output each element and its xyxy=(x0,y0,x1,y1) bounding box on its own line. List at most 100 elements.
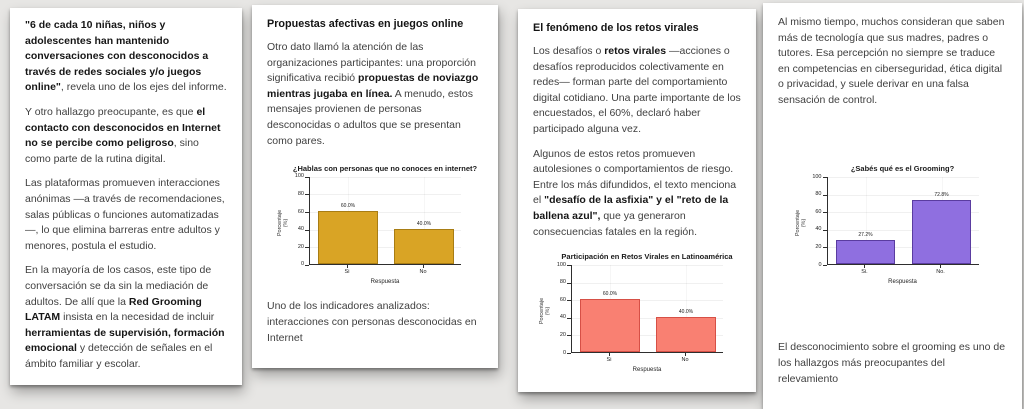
text-segment: —acciones o desafíos reproducidos colect… xyxy=(533,45,741,135)
bar-no xyxy=(656,316,716,352)
x-tick-mark xyxy=(940,265,941,269)
gridline-h xyxy=(572,265,723,266)
y-tick-mark xyxy=(822,265,827,267)
gridline-h xyxy=(827,177,979,179)
chart-container: ¿Hablas con personas que no conoces en i… xyxy=(267,164,483,292)
paragraph: Al mismo tiempo, muchos consideran que s… xyxy=(778,15,1007,109)
bar-value-label: 60.0% xyxy=(340,203,356,210)
x-tick-mark xyxy=(608,353,610,356)
text-segment: y detección de señales en el ámbito fami… xyxy=(25,342,213,370)
x-tick-label: Si. xyxy=(861,269,868,276)
y-tick-label: 80 xyxy=(815,191,822,198)
y-tick-label: 0 xyxy=(818,261,822,268)
text-segment: insista en la necesidad de incluir xyxy=(60,311,215,324)
y-tick-mark xyxy=(567,317,571,319)
text-segment: , revela uno de los ejes del informe. xyxy=(60,81,227,94)
y-tick-mark xyxy=(305,212,309,214)
y-tick-mark xyxy=(567,282,571,284)
gridline-v xyxy=(865,177,867,266)
panel-percepcion-grooming: Al mismo tiempo, muchos consideran que s… xyxy=(763,3,1022,409)
gridline-h xyxy=(572,300,723,302)
gridline-h xyxy=(827,212,979,214)
x-tick-mark xyxy=(422,264,424,268)
chart-caption: Uno de los indicadores analizados: inter… xyxy=(267,299,477,344)
gridline-h xyxy=(827,247,979,249)
paragraph: Los desafíos o retos virales —acciones o… xyxy=(533,44,741,138)
x-tick-label: Si xyxy=(606,357,612,363)
y-tick-mark xyxy=(567,300,571,302)
bar-chart-sabes-grooming: ¿Sabés qué es el Grooming? Porcentaje (%)… xyxy=(795,164,989,292)
x-tick-label: Si xyxy=(344,268,350,275)
chart-caption: El desconocimiento sobre el grooming es … xyxy=(778,340,1006,385)
gridline-h xyxy=(827,229,979,231)
chart-title: ¿Sabés qué es el Grooming? xyxy=(850,164,955,174)
gridline-h xyxy=(572,335,723,337)
x-tick-label: No xyxy=(419,268,427,275)
panel-propuestas-afectivas: Propuestas afectivas en juegos online Ot… xyxy=(252,5,498,368)
y-tick-mark xyxy=(822,247,827,249)
bar-si xyxy=(835,240,896,265)
y-tick-mark xyxy=(567,335,571,337)
gridline-h xyxy=(310,247,461,249)
bar-no xyxy=(911,199,972,265)
panel-heading: El fenómeno de los retos virales xyxy=(533,22,699,34)
text-segment: A menudo, estos mensajes provienen de pe… xyxy=(267,87,474,147)
y-tick-label: 60 xyxy=(815,208,822,215)
x-axis-label: Respuesta xyxy=(888,279,917,286)
x-axis-label: Respuesta xyxy=(370,278,400,285)
y-tick-mark xyxy=(305,194,309,196)
gridline-h xyxy=(572,282,723,284)
bar-si xyxy=(318,211,378,264)
bar-value-label: 72.8% xyxy=(934,191,949,198)
text-segment: , sino como parte de la rutina digital. xyxy=(25,137,199,165)
y-tick-mark xyxy=(305,264,309,266)
bold-text-segment: Red Grooming LATAM xyxy=(25,295,202,324)
y-tick-label: 0 xyxy=(300,261,304,268)
paragraph: Las plataformas promueven interacciones … xyxy=(25,176,227,254)
x-axis-label: Respuesta xyxy=(632,367,662,373)
text-segment: En la mayoría de los casos, este tipo de… xyxy=(25,264,212,308)
chart-title: ¿Hablas con personas que no conoces en i… xyxy=(292,163,478,173)
bar-value-label: 40.0% xyxy=(678,308,694,315)
y-tick-mark xyxy=(567,353,571,354)
gridline-v xyxy=(424,176,425,265)
bar-chart-hablas-desconocidos: ¿Hablas con personas que no conoces en i… xyxy=(277,164,477,292)
plot-area: 60.0% 40.0% xyxy=(571,265,723,353)
gridline-h xyxy=(310,194,461,196)
y-tick-mark xyxy=(822,194,827,196)
chart-container: ¿Sabés qué es el Grooming? Porcentaje (%)… xyxy=(778,164,1007,292)
text-segment: Al mismo tiempo, muchos consideran que s… xyxy=(778,16,1005,106)
gridline-h xyxy=(310,229,461,231)
y-tick-mark xyxy=(305,176,309,178)
y-tick-mark xyxy=(305,229,309,231)
bar-chart-retos-virales: Participación en Retos Virales en Latino… xyxy=(539,252,733,380)
bold-text-segment: "desafío de la asfixia" y el "reto de la… xyxy=(533,194,729,222)
chart-container: Participación en Retos Virales en Latino… xyxy=(533,252,741,380)
y-tick-label: 100 xyxy=(556,261,566,268)
bold-text-segment: el contacto con desconocidos en Internet… xyxy=(25,105,221,150)
panel-heading: Propuestas afectivas en juegos online xyxy=(267,18,464,30)
paragraph: En la mayoría de los casos, este tipo de… xyxy=(25,263,227,372)
bar-value-label: 40.0% xyxy=(416,220,432,227)
y-tick-label: 100 xyxy=(812,173,822,180)
y-tick-label: 60 xyxy=(559,296,566,303)
y-tick-label: 40 xyxy=(815,226,822,233)
gridline-h xyxy=(827,194,979,196)
x-tick-label: No xyxy=(681,357,689,363)
text-segment: Otro dato llamó la atención de las organ… xyxy=(267,41,476,85)
gridline-h xyxy=(310,212,461,214)
y-tick-label: 80 xyxy=(559,279,566,286)
y-tick-mark xyxy=(567,265,571,266)
y-tick-label: 80 xyxy=(297,190,304,197)
text-segment: Las plataformas promueven interacciones … xyxy=(25,177,225,252)
y-tick-label: 20 xyxy=(297,243,304,250)
bold-text-segment: propuestas de noviazgo mientras jugaba e… xyxy=(267,72,479,100)
y-tick-label: 40 xyxy=(559,314,566,321)
panel-retos-virales: El fenómeno de los retos virales Los des… xyxy=(518,9,756,392)
x-tick-mark xyxy=(684,353,686,356)
panel-informe-ejes: "6 de cada 10 niñas, niños y adolescente… xyxy=(10,8,242,385)
text-segment: Los desafíos o xyxy=(533,45,605,57)
y-tick-label: 60 xyxy=(297,208,304,215)
paragraph: Y otro hallazgo preocupante, es que el c… xyxy=(25,105,227,167)
